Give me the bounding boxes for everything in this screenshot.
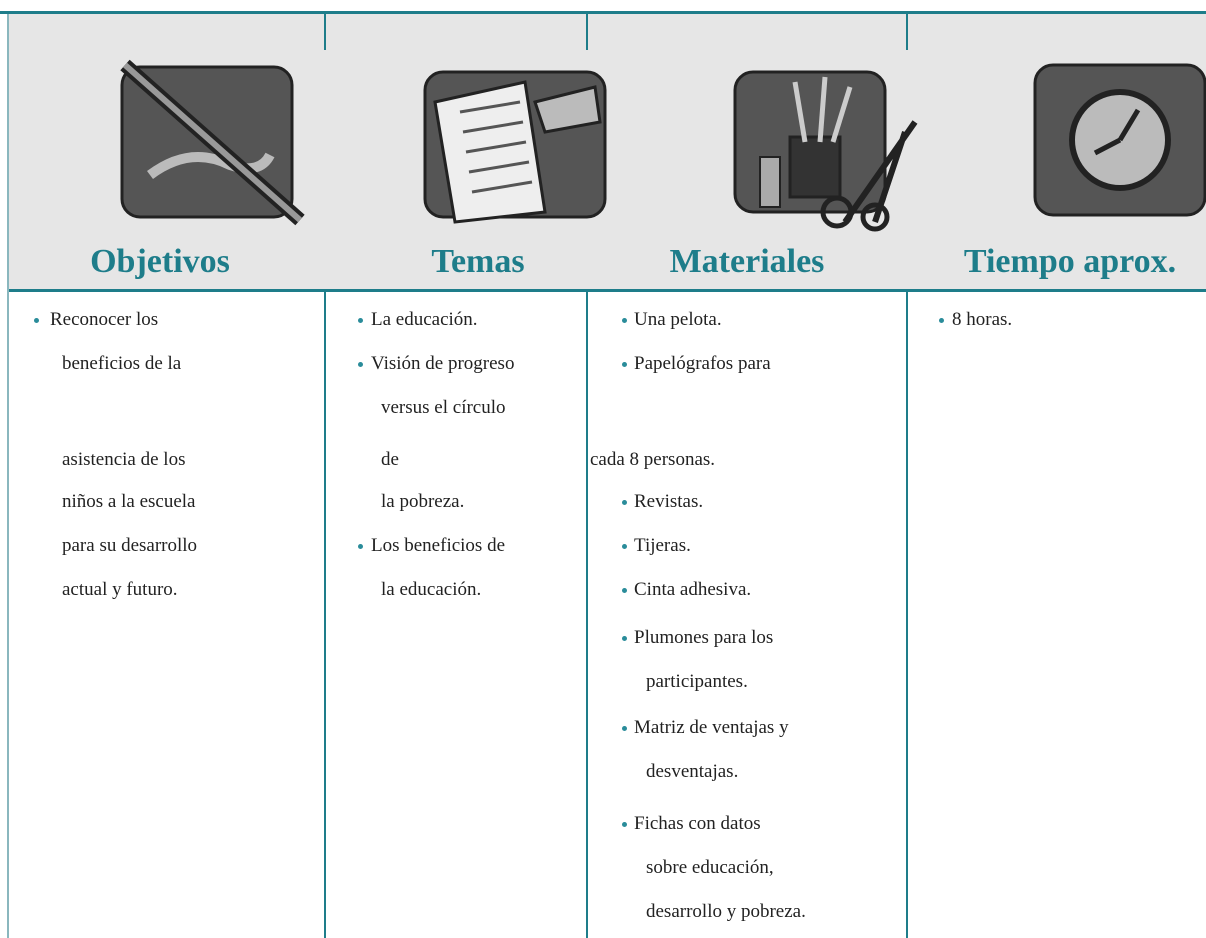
bullet: [622, 588, 627, 593]
bullet: [622, 544, 627, 549]
pencil-icon: [120, 59, 305, 226]
column-divider: [324, 14, 326, 50]
list-item: Tijeras.: [634, 535, 691, 556]
document-icon: [423, 70, 607, 224]
column-divider: [906, 292, 908, 938]
column-divider: [586, 292, 588, 938]
materials-icon: [733, 70, 918, 232]
list-item: participantes.: [646, 671, 748, 692]
list-item: Visión de progreso: [371, 353, 515, 374]
bullet: [622, 636, 627, 641]
list-item: Los beneficios de: [371, 535, 506, 556]
list-item: Revistas.: [634, 491, 704, 512]
list-item: para su desarrollo: [62, 535, 198, 556]
bullet: [622, 362, 627, 367]
list-item: sobre educación,: [646, 857, 774, 878]
column-divider: [906, 14, 908, 50]
list-item: Una pelota.: [634, 309, 722, 330]
column-header: Temas: [431, 243, 525, 280]
column-header: Tiempo aprox.: [963, 243, 1177, 280]
list-item: actual y futuro.: [62, 579, 178, 600]
header-rule: [8, 289, 1206, 292]
list-item: Cinta adhesiva.: [634, 579, 752, 600]
list-item: beneficios de la: [62, 353, 182, 374]
list-item: de: [381, 449, 399, 470]
list-item: la pobreza.: [381, 491, 465, 512]
bullet: [34, 318, 39, 323]
column-header: Materiales: [669, 243, 825, 280]
bullet: [622, 726, 627, 731]
list-item: Fichas con datos: [634, 813, 761, 834]
list-item: desarrollo y pobreza.: [646, 901, 806, 922]
column-header: Objetivos: [90, 243, 230, 280]
list-item: Plumones para los: [634, 627, 774, 648]
list-item: asistencia de los: [62, 449, 186, 470]
column-divider: [586, 14, 588, 50]
list-item: Papelógrafos para: [634, 353, 771, 374]
list-item: niños a la escuela: [62, 491, 196, 512]
left-border: [7, 14, 9, 938]
top-rule: [0, 11, 1206, 14]
list-item: la educación.: [381, 579, 482, 600]
bullet: [622, 822, 627, 827]
bullet: [358, 362, 363, 367]
bullet: [622, 500, 627, 505]
list-item: La educación.: [371, 309, 478, 330]
list-item: cada 8 personas.: [590, 449, 716, 470]
bullet: [939, 318, 944, 323]
list-item: desventajas.: [646, 761, 739, 782]
list-item: 8 horas.: [952, 309, 1013, 330]
bullet: [358, 318, 363, 323]
bullet: [622, 318, 627, 323]
bullet: [358, 544, 363, 549]
column-divider: [324, 292, 326, 938]
list-item: Matriz de ventajas y: [634, 717, 789, 738]
list-item: Reconocer los: [50, 309, 159, 330]
list-item: versus el círculo: [381, 397, 506, 418]
clock-icon: [1033, 63, 1206, 217]
